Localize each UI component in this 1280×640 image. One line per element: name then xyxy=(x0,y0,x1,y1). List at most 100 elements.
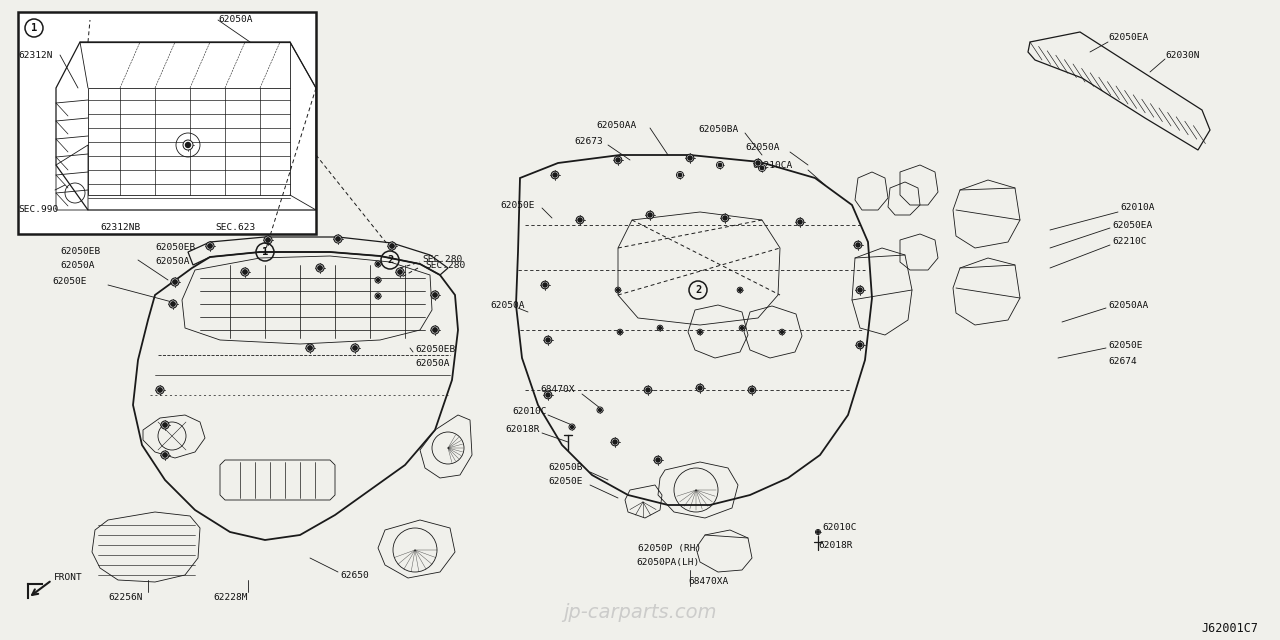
Text: 62650: 62650 xyxy=(340,570,369,579)
Text: 62050EB: 62050EB xyxy=(60,248,100,257)
Circle shape xyxy=(723,216,727,220)
Circle shape xyxy=(576,216,584,224)
Circle shape xyxy=(858,288,863,292)
Text: 62050AA: 62050AA xyxy=(596,120,636,129)
Circle shape xyxy=(335,237,340,241)
Circle shape xyxy=(856,243,860,247)
Text: 62018R: 62018R xyxy=(818,541,852,550)
Text: 62050A: 62050A xyxy=(218,15,252,24)
Text: 62210C: 62210C xyxy=(1112,237,1147,246)
Circle shape xyxy=(721,214,728,222)
Circle shape xyxy=(596,407,603,413)
Circle shape xyxy=(163,423,168,428)
Circle shape xyxy=(544,336,552,344)
Circle shape xyxy=(796,218,804,226)
Circle shape xyxy=(390,244,394,248)
Circle shape xyxy=(759,164,765,172)
Circle shape xyxy=(375,261,381,267)
Circle shape xyxy=(686,154,694,162)
Text: 62050E: 62050E xyxy=(1108,340,1143,349)
Circle shape xyxy=(431,326,439,334)
Circle shape xyxy=(207,244,212,248)
Circle shape xyxy=(678,173,682,177)
Circle shape xyxy=(616,287,621,293)
Circle shape xyxy=(858,343,863,347)
Circle shape xyxy=(856,286,864,294)
Circle shape xyxy=(577,218,582,222)
Circle shape xyxy=(543,283,547,287)
Circle shape xyxy=(749,386,755,394)
FancyBboxPatch shape xyxy=(18,12,316,234)
Circle shape xyxy=(241,268,250,276)
Circle shape xyxy=(717,161,723,168)
Text: 62050A: 62050A xyxy=(155,257,189,266)
Circle shape xyxy=(646,211,654,219)
Circle shape xyxy=(541,281,549,289)
Text: 62050BA: 62050BA xyxy=(698,125,739,134)
Text: 1: 1 xyxy=(31,23,37,33)
Circle shape xyxy=(169,300,177,308)
Text: SEC.623: SEC.623 xyxy=(215,223,255,232)
Circle shape xyxy=(677,172,684,179)
Circle shape xyxy=(316,264,324,272)
Text: 62050A: 62050A xyxy=(745,143,780,152)
Text: 62050EB: 62050EB xyxy=(415,346,456,355)
Text: 2: 2 xyxy=(695,285,701,295)
Text: 62256N: 62256N xyxy=(108,593,142,602)
Circle shape xyxy=(698,386,703,390)
Text: 62018R: 62018R xyxy=(506,426,539,435)
Circle shape xyxy=(618,331,621,333)
Text: SEC.990: SEC.990 xyxy=(18,205,59,214)
Circle shape xyxy=(375,277,381,283)
Circle shape xyxy=(646,388,650,392)
Circle shape xyxy=(161,421,169,429)
Circle shape xyxy=(156,386,164,394)
Circle shape xyxy=(617,289,620,291)
Circle shape xyxy=(388,242,396,250)
Text: 62010A: 62010A xyxy=(1120,204,1155,212)
Text: 62030N: 62030N xyxy=(1165,51,1199,60)
Text: 62674: 62674 xyxy=(1108,358,1137,367)
Circle shape xyxy=(552,171,559,179)
Text: J62001C7: J62001C7 xyxy=(1201,621,1258,634)
Circle shape xyxy=(545,338,550,342)
Circle shape xyxy=(353,346,357,350)
Text: 2: 2 xyxy=(387,255,393,265)
Circle shape xyxy=(687,156,692,160)
Text: 62010C: 62010C xyxy=(822,524,856,532)
Circle shape xyxy=(599,408,602,412)
Text: 62050AA: 62050AA xyxy=(1108,301,1148,310)
Circle shape xyxy=(698,329,703,335)
Circle shape xyxy=(616,158,620,162)
Text: 62050P (RH): 62050P (RH) xyxy=(637,543,701,552)
Text: 62312N: 62312N xyxy=(18,51,52,60)
Circle shape xyxy=(570,424,575,430)
Circle shape xyxy=(854,241,861,249)
Circle shape xyxy=(797,220,803,224)
Circle shape xyxy=(644,386,652,394)
Circle shape xyxy=(431,291,439,299)
Circle shape xyxy=(750,388,754,392)
Text: 62010C: 62010C xyxy=(512,408,547,417)
Circle shape xyxy=(170,302,175,306)
Text: 62050A: 62050A xyxy=(415,360,449,369)
Text: 62050EA: 62050EA xyxy=(1108,33,1148,42)
Circle shape xyxy=(376,278,379,282)
Text: SEC.280: SEC.280 xyxy=(422,255,462,264)
Circle shape xyxy=(739,289,741,291)
Circle shape xyxy=(264,236,273,244)
Circle shape xyxy=(815,529,820,534)
Circle shape xyxy=(376,294,379,298)
Text: 62050E: 62050E xyxy=(548,477,582,486)
Circle shape xyxy=(545,393,550,397)
Text: 68470XA: 68470XA xyxy=(689,577,728,586)
Circle shape xyxy=(376,262,379,266)
Circle shape xyxy=(613,440,617,444)
Text: 68470X: 68470X xyxy=(540,385,575,394)
Circle shape xyxy=(375,293,381,299)
Text: FRONT: FRONT xyxy=(54,573,83,582)
Text: 62050PA(LH): 62050PA(LH) xyxy=(636,557,699,566)
Circle shape xyxy=(266,238,270,242)
Circle shape xyxy=(307,346,312,350)
Text: 62050E: 62050E xyxy=(500,200,535,209)
